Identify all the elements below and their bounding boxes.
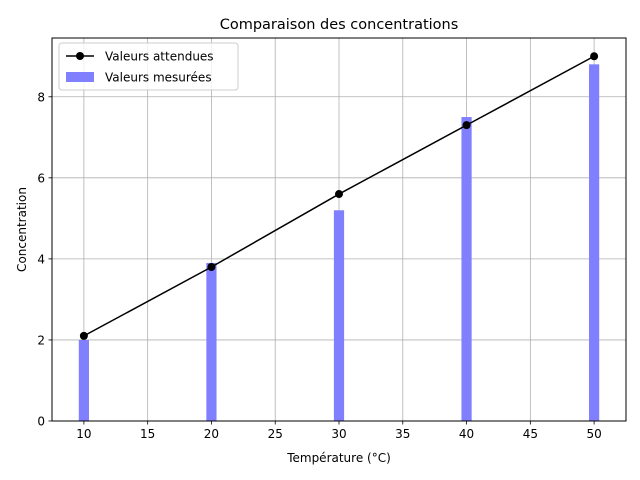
x-tick-label: 30 xyxy=(331,427,346,441)
point-expected xyxy=(590,52,599,61)
x-tick-label: 10 xyxy=(76,427,91,441)
bar-measured xyxy=(461,117,472,422)
x-tick-label: 50 xyxy=(586,427,601,441)
x-tick-label: 40 xyxy=(459,427,474,441)
line-series xyxy=(79,52,599,340)
y-tick-label: 6 xyxy=(37,171,45,185)
chart-title: Comparaison des concentrations xyxy=(220,17,459,33)
point-expected xyxy=(207,262,216,271)
legend-box xyxy=(58,42,239,91)
x-axis-label: Température (°C) xyxy=(286,451,391,465)
x-tick-label: 25 xyxy=(268,427,283,441)
y-axis-label: Concentration xyxy=(15,187,29,272)
y-tick-label: 4 xyxy=(37,252,45,266)
legend-bar-swatch xyxy=(66,72,94,82)
y-tick-label: 2 xyxy=(37,333,45,347)
x-tick-label: 35 xyxy=(395,427,410,441)
legend-marker-swatch xyxy=(76,52,84,60)
bar-measured xyxy=(206,262,217,421)
bar-series xyxy=(78,64,600,422)
point-expected xyxy=(79,331,88,340)
bar-measured xyxy=(78,339,89,421)
x-tick-label: 45 xyxy=(523,427,538,441)
y-axis: 0 2 4 6 8 xyxy=(37,90,52,429)
legend-label-expected: Valeurs attendues xyxy=(105,50,214,64)
x-tick-label: 20 xyxy=(204,427,219,441)
y-tick-label: 8 xyxy=(37,90,45,104)
bar-measured xyxy=(589,64,600,421)
y-tick-label: 0 xyxy=(37,415,45,429)
legend-label-measured: Valeurs mesurées xyxy=(105,71,212,85)
point-expected xyxy=(335,190,343,199)
point-expected xyxy=(462,121,471,130)
bar-measured xyxy=(333,210,345,421)
legend: Valeurs attendues Valeurs mesurées xyxy=(58,42,239,91)
x-axis: 10 15 20 25 30 35 40 45 50 xyxy=(76,421,602,441)
x-tick-label: 15 xyxy=(140,427,155,441)
